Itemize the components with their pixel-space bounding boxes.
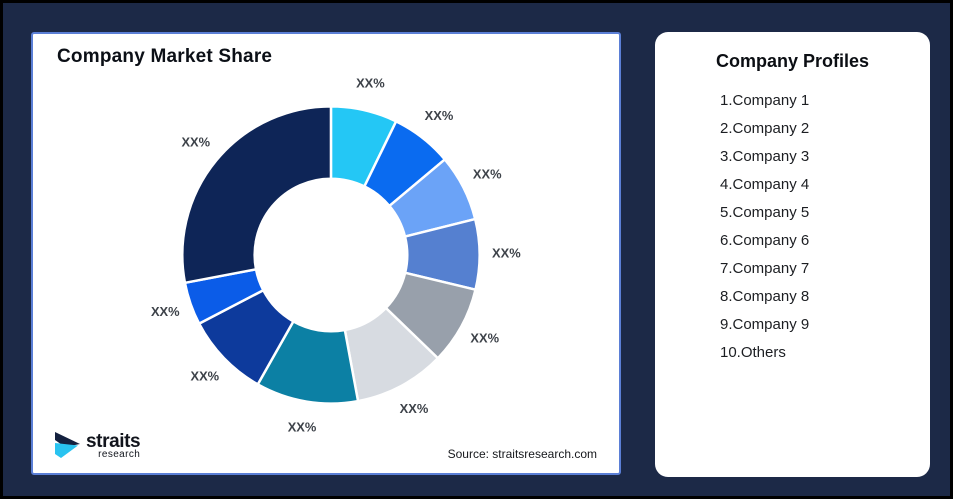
donut-segment-label: XX% <box>425 108 454 123</box>
company-list-item: 5.Company 5 <box>720 204 810 221</box>
donut-segment-label: XX% <box>470 331 499 346</box>
logo-subtitle: research <box>98 448 141 460</box>
market-share-donut: XX% XX% XX% XX% XX% XX% XX% XX% XX% XX% <box>151 75 521 434</box>
straits-research-logo: straits research <box>53 430 141 460</box>
donut-segment-others <box>181 105 333 285</box>
donut-segment-label: XX% <box>190 368 219 383</box>
market-share-panel: Company Market Share XX% XX% XX% XX% XX% XX% X… <box>31 32 621 475</box>
company-profiles-panel: Company Profiles 1.Company 1 2.Company 2 3… <box>655 32 930 477</box>
donut-segment-label: XX% <box>356 75 385 90</box>
logo-text: straits research <box>86 430 141 460</box>
donut-segment-label: XX% <box>151 304 180 319</box>
company-list-item: 10.Others <box>720 344 786 361</box>
company-list-item: 9.Company 9 <box>720 316 810 333</box>
company-list-item: 2.Company 2 <box>720 120 810 137</box>
donut-segment-label: XX% <box>288 419 317 434</box>
company-list-item: 1.Company 1 <box>720 92 810 109</box>
straits-logo-icon <box>55 432 80 458</box>
company-list-item: 4.Company 4 <box>720 176 810 193</box>
donut-segment-label: XX% <box>473 167 502 182</box>
source-note: Source: straitsresearch.com <box>447 447 597 461</box>
chart-title: Company Market Share <box>57 46 273 67</box>
company-list-item: 3.Company 3 <box>720 148 810 165</box>
logo-name: straits <box>86 430 141 452</box>
donut-segment-label: XX% <box>181 135 210 150</box>
company-list-item: 6.Company 6 <box>720 232 810 249</box>
donut-segment-label: XX% <box>400 401 429 416</box>
company-list: 1.Company 1 2.Company 2 3.Company 3 4.Compa… <box>655 87 930 367</box>
donut-segment-label: XX% <box>492 246 521 261</box>
profiles-title: Company Profiles <box>715 51 870 71</box>
company-list-item: 8.Company 8 <box>720 288 810 305</box>
company-list-item: 7.Company 7 <box>720 260 810 277</box>
